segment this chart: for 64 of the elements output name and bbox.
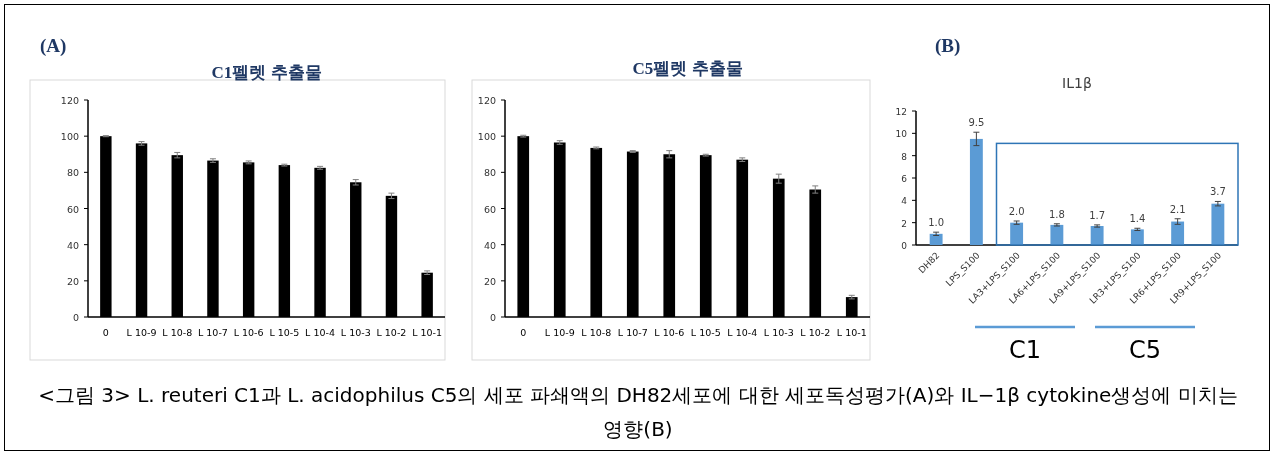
data-label: 9.5	[968, 117, 985, 129]
x-tick-label: L 10-2	[376, 327, 407, 338]
text: C1	[1008, 336, 1042, 364]
x-tick-label: L 10-8	[581, 327, 612, 338]
data-label: 3.7	[1209, 186, 1226, 198]
y-tick-label: 100	[477, 131, 496, 143]
data-label: 2.0	[1008, 205, 1025, 217]
text: (A)	[40, 35, 67, 57]
y-tick-label: 60	[66, 203, 79, 215]
x-tick-label: L 10-7	[198, 327, 228, 338]
x-tick-label: L 10-3	[763, 327, 794, 338]
text: (B)	[935, 35, 961, 57]
y-tick-label: 40	[483, 239, 496, 251]
y-tick-label: 2	[901, 218, 907, 229]
x-tick-label: L 10-1	[836, 327, 867, 338]
y-tick-label: 20	[483, 275, 496, 287]
bar	[1050, 224, 1064, 245]
y-tick-label: 100	[60, 131, 79, 143]
chart-title: C5펠렛 추출물	[632, 59, 743, 78]
y-tick-label: 0	[901, 241, 908, 251]
text: <그림 3> L. reuteri C1과 L. acidophilus C5의 세포 파쇄액의 DH82세포에 대한 세포독성평가(A)와 IL−1β cytokine생성에 미치는 영향(B)	[37, 382, 1239, 443]
x-tick-label: L 10-2	[800, 327, 831, 338]
y-tick-label: 120	[477, 95, 496, 106]
chart-title: C1펠렛 추출물	[211, 63, 322, 82]
bar	[969, 138, 983, 245]
data-label: 2.1	[1169, 203, 1186, 215]
x-tick-label: L 10-4	[305, 327, 335, 338]
bar	[1010, 222, 1024, 245]
x-tick-label: L 10-6	[233, 327, 264, 338]
text: C5	[1128, 336, 1162, 364]
bar	[1130, 229, 1144, 245]
y-tick-label: 40	[66, 239, 79, 251]
x-tick-label: L 10-8	[162, 327, 193, 338]
y-tick-label: 60	[483, 203, 496, 215]
y-tick-label: 10	[895, 129, 908, 140]
chart-title: IL1β	[1062, 75, 1092, 91]
x-tick-label: L 10-3	[340, 327, 371, 338]
x-tick-label: 0	[102, 327, 109, 338]
y-tick-label: 80	[483, 167, 496, 179]
y-tick-label: 80	[66, 167, 79, 179]
y-tick-label: 6	[901, 174, 908, 184]
x-tick-label: L 10-5	[690, 327, 721, 338]
x-tick-label: L 10-4	[727, 327, 758, 338]
y-tick-label: 0	[72, 312, 79, 323]
bar	[1171, 221, 1185, 245]
x-tick-label: L 10-9	[544, 327, 575, 338]
x-tick-label: L 10-9	[126, 327, 157, 338]
y-tick-label: 8	[901, 151, 908, 162]
data-label: 1.0	[928, 217, 945, 229]
x-tick-label: L 10-7	[617, 327, 648, 338]
x-tick-label: 0	[520, 327, 527, 338]
x-tick-label: L 10-6	[654, 327, 685, 338]
y-tick-label: 4	[901, 196, 908, 207]
y-tick-label: 0	[489, 312, 496, 323]
data-label: 1.4	[1129, 213, 1146, 225]
y-tick-label: 120	[60, 95, 79, 106]
y-tick-label: 20	[66, 275, 79, 287]
y-tick-label: 12	[895, 107, 907, 117]
bar	[1211, 203, 1225, 245]
data-label: 1.7	[1089, 209, 1106, 221]
x-tick-label: L 10-1	[412, 327, 443, 338]
data-label: 1.8	[1048, 208, 1065, 220]
x-tick-label: L 10-5	[269, 327, 300, 338]
bar	[929, 233, 943, 245]
